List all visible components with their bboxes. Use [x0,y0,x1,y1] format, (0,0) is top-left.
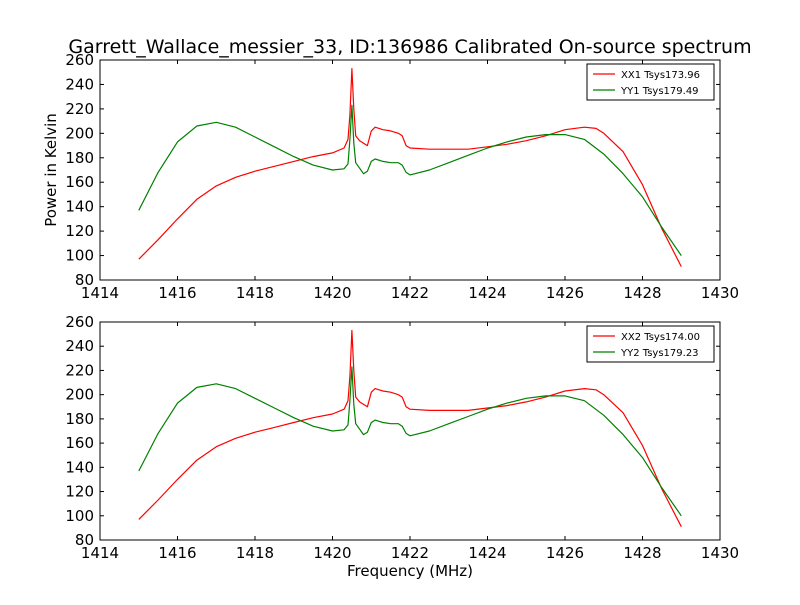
y-tick-label: 200 [65,386,94,404]
x-tick-label: 1416 [158,284,196,302]
y-tick-label: 120 [65,483,94,501]
x-tick-label: 1418 [236,284,274,302]
y-tick-label: 100 [65,247,94,265]
y-tick-label: 200 [65,124,94,142]
y-tick-label: 140 [65,458,94,476]
y-tick-label: 140 [65,198,94,216]
y-tick-label: 80 [75,531,94,549]
x-tick-label: 1426 [546,544,584,562]
series-line-yy1 [138,104,682,256]
plot-panel-1: 1414 1416 1418 1420 1422 1424 1426 1428 1430 80 10… [42,51,739,302]
x-tick-label: 1422 [391,544,429,562]
x-tick-label: 1420 [313,544,351,562]
x-tick-label: 1422 [391,284,429,302]
x-tick-label: 1424 [468,284,506,302]
x-axis-label: Frequency (MHz) [347,562,473,580]
y-tick-label: 260 [65,51,94,69]
y-tick-label: 220 [65,100,94,118]
y-tick-label: 100 [65,507,94,525]
legend-label: XX1 Tsys173.96 [621,70,700,81]
legend-label: XX2 Tsys174.00 [621,332,700,343]
series-line-yy2 [138,366,682,517]
legend-label: YY1 Tsys179.49 [620,86,699,97]
legend: XX1 Tsys173.96 YY1 Tsys179.49 [586,63,715,101]
y-tick-label: 180 [65,149,94,167]
y-tick-label: 220 [65,361,94,379]
plot-panel-2: 1414 1416 1418 1420 1422 1424 1426 1428 1430 80 10… [65,313,739,580]
x-tick-label: 1428 [623,544,661,562]
y-tick-label: 160 [65,434,94,452]
y-tick-label: 180 [65,410,94,428]
chart-title: Garrett_Wallace_messier_33, ID:136986 Ca… [68,36,751,58]
legend: XX2 Tsys174.00 YY2 Tsys179.23 [586,325,715,363]
y-tick-label: 80 [75,271,94,289]
x-tick-label: 1424 [468,544,506,562]
y-tick-label: 240 [65,75,94,93]
legend-label: YY2 Tsys179.23 [620,348,699,359]
x-tick-label: 1430 [701,544,739,562]
y-axis-label: Power in Kelvin [42,113,60,227]
x-tick-label: 1420 [313,284,351,302]
x-tick-label: 1414 [81,544,119,562]
x-tick-label: 1426 [546,284,584,302]
x-tick-label: 1418 [236,544,274,562]
x-tick-label: 1428 [623,284,661,302]
legend-box [586,325,715,363]
y-tick-label: 120 [65,222,94,240]
series-line-xx2 [138,329,682,527]
y-tick-label: 260 [65,313,94,331]
series-line-xx1 [138,67,682,267]
x-tick-label: 1430 [701,284,739,302]
x-tick-label: 1416 [158,544,196,562]
x-tick-label: 1414 [81,284,119,302]
legend-box [586,63,715,101]
y-tick-label: 160 [65,173,94,191]
y-tick-label: 240 [65,337,94,355]
